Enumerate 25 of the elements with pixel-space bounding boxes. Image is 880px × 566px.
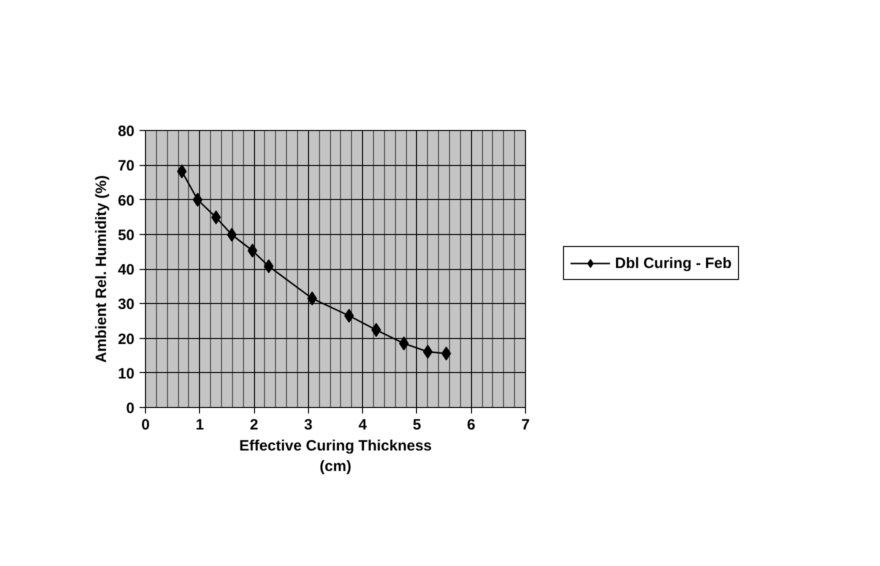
y-tick-label: 80 xyxy=(118,123,135,140)
point xyxy=(441,346,452,360)
point xyxy=(371,322,382,337)
legend-label: Dbl Curing - Feb xyxy=(615,254,732,272)
x-tick-label: 7 xyxy=(521,416,530,434)
y-tick-label: 40 xyxy=(118,262,135,278)
y-tick-label: 20 xyxy=(118,330,135,348)
y-tick-label: 50 xyxy=(118,226,135,244)
x-tick-label: 2 xyxy=(250,416,258,434)
x-axis-title: Effective Curing Thickness (cm) xyxy=(239,438,432,475)
x-tick-label: 0 xyxy=(141,416,150,434)
x-tick-label: 5 xyxy=(412,416,422,434)
x-tick-label: 6 xyxy=(467,416,476,434)
y-tick-label: 70 xyxy=(118,158,135,175)
point xyxy=(422,344,433,359)
y-axis-title: Ambient Rel. Humidity (%) xyxy=(92,175,110,363)
point xyxy=(264,259,274,274)
y-tick-label: 60 xyxy=(118,192,135,210)
x-tick-label: 1 xyxy=(196,416,204,434)
x-tick-label: 4 xyxy=(358,416,368,434)
y-tick-label: 0 xyxy=(126,400,134,417)
y-tick-label: 10 xyxy=(118,365,135,382)
point xyxy=(226,228,237,242)
x-tick-label: 3 xyxy=(304,416,313,434)
y-tick-label: 30 xyxy=(118,296,135,314)
